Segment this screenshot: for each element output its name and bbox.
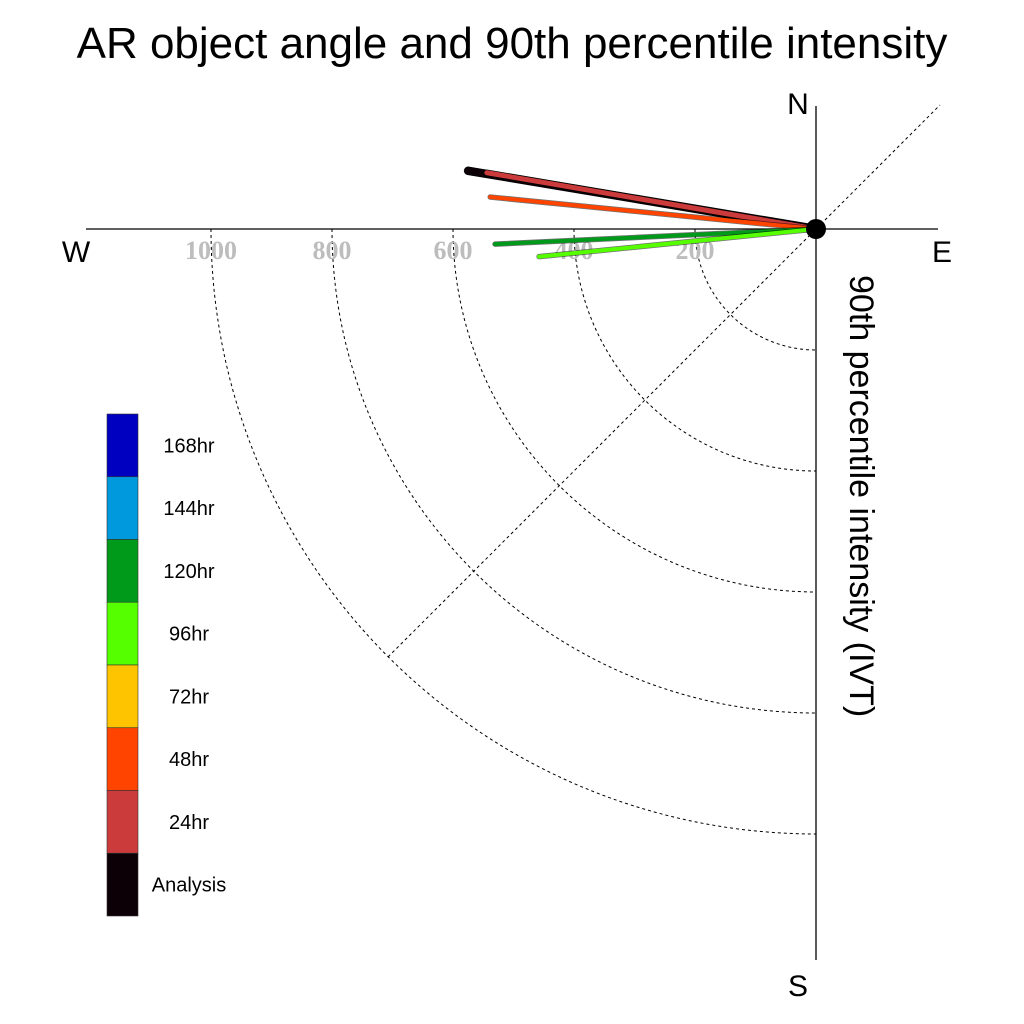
- tick-label-600: 600: [434, 236, 473, 265]
- compass-west: W: [62, 236, 91, 269]
- grid-arc-200: [694, 228, 817, 351]
- legend-label-96hr: 96hr: [169, 624, 209, 646]
- legend-swatch-48hr: [106, 727, 139, 791]
- legend-swatch-24hr: [106, 790, 139, 854]
- legend-label-24hr: 24hr: [169, 812, 209, 834]
- vector-24hr: [483, 169, 820, 233]
- tick-label-800: 800: [313, 236, 352, 265]
- compass-east: E: [932, 236, 952, 269]
- chart-title: AR object angle and 90th percentile inte…: [77, 19, 948, 68]
- legend: 168hr 144hr 120hr 96hr 72hr 48hr 24hr Analysis: [106, 413, 226, 917]
- vector-48hr: [487, 194, 819, 232]
- vector-120hr: [492, 226, 819, 247]
- legend-swatch-144hr: [106, 476, 139, 540]
- legend-swatch-96hr: [106, 601, 139, 666]
- origin-marker: [806, 219, 826, 239]
- legend-label-48hr: 48hr: [169, 749, 209, 771]
- compass-north: N: [787, 88, 809, 121]
- legend-swatch-168hr: [106, 413, 139, 478]
- vector-96hr: [536, 226, 819, 260]
- legend-swatch-analysis: [106, 852, 139, 917]
- legend-swatch-120hr: [106, 539, 139, 603]
- tick-label-1000: 1000: [185, 236, 237, 265]
- compass-south: S: [788, 970, 808, 1003]
- radial-tick-labels: 2004006008001000: [185, 236, 715, 265]
- grid-arc-400: [573, 228, 817, 472]
- legend-label-144hr: 144hr: [163, 498, 214, 520]
- y-axis-label: 90th percentile intensity (IVT): [842, 275, 880, 717]
- legend-swatch-72hr: [106, 664, 139, 729]
- legend-label-168hr: 168hr: [163, 435, 214, 457]
- diagonal-grid-line: [387, 104, 941, 658]
- vector-series: [463, 166, 821, 260]
- legend-label-72hr: 72hr: [169, 686, 209, 708]
- legend-label-analysis: Analysis: [152, 875, 226, 897]
- legend-label-120hr: 120hr: [163, 561, 214, 583]
